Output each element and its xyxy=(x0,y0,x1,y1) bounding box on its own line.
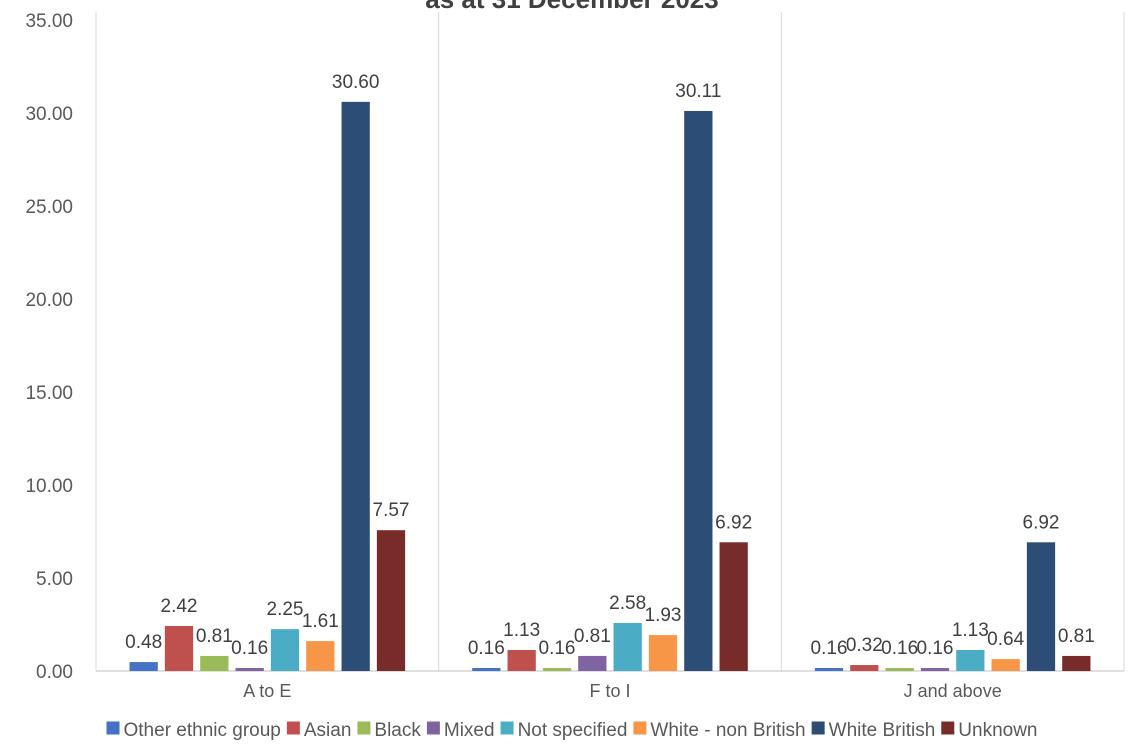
data-label: 0.32 xyxy=(846,635,883,656)
bars xyxy=(129,101,1091,672)
data-label: 30.60 xyxy=(332,72,380,93)
y-tick-label: 10.00 xyxy=(25,476,73,497)
bar xyxy=(542,668,572,671)
legend-label: Mixed xyxy=(444,720,495,741)
data-label: 0.16 xyxy=(881,638,918,659)
x-axis-categories: A to E F to I J and above xyxy=(243,681,1001,701)
data-label: 2.42 xyxy=(161,596,198,617)
legend-label: White British xyxy=(829,720,936,741)
data-label: 1.13 xyxy=(503,620,540,641)
legend-swatch xyxy=(941,721,955,735)
bar xyxy=(719,542,748,671)
data-label: 1.93 xyxy=(645,605,682,626)
y-tick-label: 35.00 xyxy=(25,11,73,32)
data-label: 0.16 xyxy=(539,638,576,659)
legend-swatch xyxy=(633,721,647,735)
bar xyxy=(613,623,642,671)
bar xyxy=(341,101,370,672)
data-label: 1.13 xyxy=(952,620,989,641)
bar xyxy=(814,668,844,671)
data-label: 30.11 xyxy=(675,81,721,102)
bar xyxy=(578,655,607,671)
legend-swatch xyxy=(426,721,440,735)
legend-label: White - non British xyxy=(650,720,805,741)
legend-item: White British xyxy=(811,720,936,741)
bar xyxy=(1026,542,1056,671)
legend-item: Unknown xyxy=(941,720,1038,741)
legend-label: Black xyxy=(374,720,421,741)
data-label: 1.61 xyxy=(302,611,339,632)
data-label: 0.81 xyxy=(574,626,611,647)
bar xyxy=(850,665,879,671)
legend: Other ethnic group Asian Black Mixed Not spe… xyxy=(106,720,1038,741)
legend-label: Unknown xyxy=(958,720,1037,741)
data-label: 2.58 xyxy=(609,593,646,614)
legend-item: Not specified xyxy=(500,720,628,741)
data-label: 0.48 xyxy=(125,632,162,653)
chart-title: as at 31 December 2023 xyxy=(425,0,718,14)
bar xyxy=(920,668,950,671)
bar xyxy=(648,635,678,671)
data-label: 0.81 xyxy=(1058,626,1095,647)
legend-swatch xyxy=(106,721,120,735)
gridlines xyxy=(95,12,1125,672)
bar xyxy=(235,668,264,671)
y-tick-label: 30.00 xyxy=(25,104,73,125)
bar xyxy=(270,629,300,671)
y-tick-label: 15.00 xyxy=(25,383,73,404)
y-tick-label: 0.00 xyxy=(36,662,73,683)
legend-label: Not specified xyxy=(518,720,628,741)
legend-item: Black xyxy=(357,720,421,741)
category-label: J and above xyxy=(904,681,1002,701)
data-label: 0.81 xyxy=(196,626,233,647)
bar xyxy=(129,662,158,671)
y-axis-ticks: 0.00 5.00 10.00 15.00 20.00 25.00 30.00 35.00 xyxy=(25,11,73,683)
bar xyxy=(472,668,501,671)
legend-swatch xyxy=(811,721,825,735)
data-label: 7.57 xyxy=(373,500,410,521)
bar xyxy=(991,659,1020,671)
data-label: 0.64 xyxy=(987,629,1024,650)
legend-swatch xyxy=(500,721,514,735)
category-label: A to E xyxy=(243,681,291,701)
legend-item: Other ethnic group xyxy=(106,720,281,741)
y-tick-label: 5.00 xyxy=(36,569,73,590)
legend-swatch xyxy=(286,721,300,735)
legend-swatch xyxy=(357,721,371,735)
data-labels: 0.48 0.16 0.162.421.130.320.810.16 0.160.16… xyxy=(125,72,1095,659)
legend-label: Other ethnic group xyxy=(124,720,281,741)
data-label: 6.92 xyxy=(715,512,752,533)
data-label: 0.16 xyxy=(917,638,954,659)
legend-item: Asian xyxy=(286,720,352,741)
bar xyxy=(306,641,335,671)
legend-label: Asian xyxy=(304,720,352,741)
bar xyxy=(684,110,713,672)
data-label: 0.16 xyxy=(811,638,848,659)
bar xyxy=(507,649,536,671)
bar xyxy=(956,649,985,671)
bar xyxy=(164,625,194,671)
category-label: F to I xyxy=(589,681,630,701)
legend-item: White - non British xyxy=(633,720,806,741)
data-label: 0.16 xyxy=(468,638,505,659)
data-label: 2.25 xyxy=(267,599,304,620)
bar xyxy=(885,668,914,671)
bar xyxy=(376,530,406,671)
bar xyxy=(200,655,229,671)
legend-item: Mixed xyxy=(426,720,495,741)
y-tick-label: 20.00 xyxy=(25,290,73,311)
data-label: 6.92 xyxy=(1023,512,1060,533)
data-label: 0.16 xyxy=(231,638,268,659)
bar xyxy=(1062,655,1091,671)
y-tick-label: 25.00 xyxy=(25,197,73,218)
